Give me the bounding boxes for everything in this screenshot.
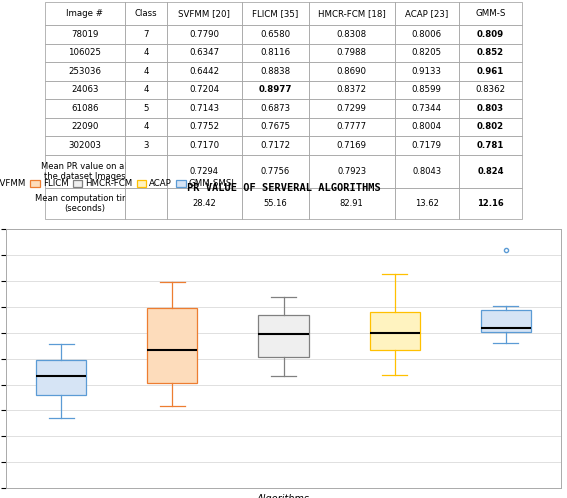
X-axis label: Algorithms: Algorithms — [257, 494, 310, 498]
Legend: SVFMM, FLICM, HMCR-FCM, ACAP, GMM-SMSI: SVFMM, FLICM, HMCR-FCM, ACAP, GMM-SMSI — [0, 179, 235, 188]
PathPatch shape — [259, 315, 308, 357]
Title: PR VALUE OF SERVERAL ALGORITHMS: PR VALUE OF SERVERAL ALGORITHMS — [187, 183, 380, 193]
PathPatch shape — [147, 308, 197, 383]
PathPatch shape — [370, 312, 420, 350]
PathPatch shape — [481, 310, 531, 332]
PathPatch shape — [36, 360, 86, 395]
